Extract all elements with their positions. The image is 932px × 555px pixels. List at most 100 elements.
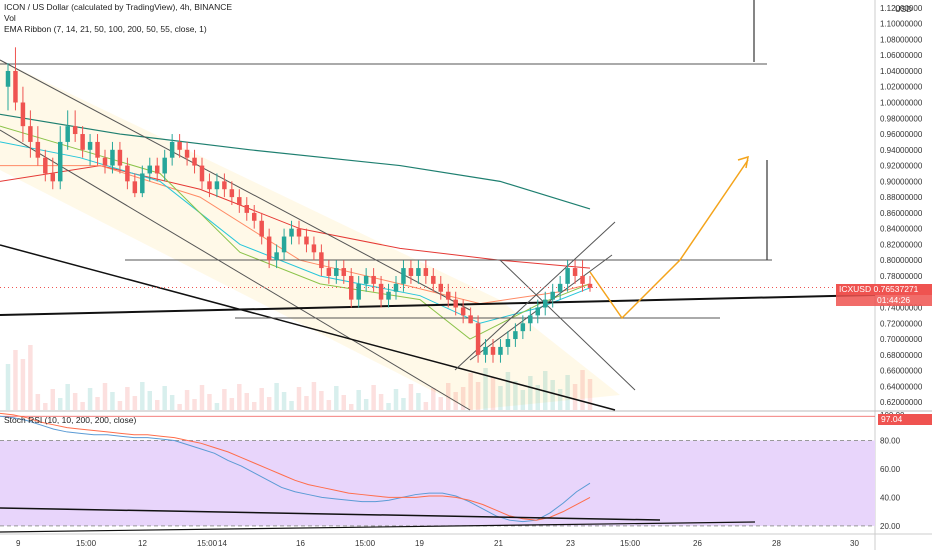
price-tick-label: 1.04000000 [880,67,923,76]
volume-bar [468,373,473,410]
candle-body [505,339,511,347]
candle-body [110,149,115,166]
volume-bar [244,393,250,410]
volume-bar [319,391,324,410]
volume-bar [557,389,563,410]
volume-bar [274,383,279,410]
chart-title: ICON / US Dollar (calculated by TradingV… [4,2,233,12]
candle-body [214,181,220,190]
price-tick-label: 1.08000000 [880,35,923,44]
candle-body [326,268,332,276]
volume-bar [229,398,235,410]
volume-bar [296,387,302,410]
volume-bar [20,359,26,410]
volume-bar [356,390,361,410]
price-tag: ICXUSD 0.76537271 [836,284,932,295]
candle-body [513,331,518,340]
candle-body [87,141,93,150]
candle-body [438,283,444,292]
candle-body [140,173,145,194]
candle-body [319,252,324,269]
volume-bar [5,364,11,410]
volume-bar [28,345,33,410]
volume-bar [177,404,182,410]
time-tick-label: 15:00 [355,539,376,548]
rising-channel-lower [469,254,613,361]
volume-bar [214,403,220,410]
candle-body [490,346,496,355]
candle-body [266,236,272,261]
candle-body [162,157,167,174]
volume-bar [259,388,264,410]
candle-body [334,268,339,276]
volume-legend: Vol [4,13,16,23]
candle-body [43,157,48,174]
candle-body [237,197,242,205]
volume-bar [147,391,153,410]
channel-shade [0,60,620,410]
candle-body [565,268,570,284]
volume-bar [483,368,488,410]
candle-body [498,346,503,355]
volume-bar [110,392,115,410]
volume-bar [542,371,548,410]
volume-bar [513,381,518,410]
candle-body [416,268,421,276]
price-tick-label: 0.90000000 [880,177,923,186]
volume-bar [132,396,138,410]
time-tick-label: 14 [218,539,227,548]
candle-body [154,165,160,174]
time-tick-label: 26 [693,539,702,548]
rising-channel-upper [454,221,616,371]
stoch-rsi-legend: Stoch RSI (10, 10, 200, 200, close) [4,415,137,425]
volume-bar [266,397,272,410]
volume-bar [431,388,436,410]
candle-body [95,141,100,158]
inner-channel-line [499,259,636,391]
candle-body [550,291,555,300]
candle-body [192,157,197,166]
volume-bar [87,388,93,410]
time-tick-label: 15:00 [197,539,218,548]
price-tick-label: 1.10000000 [880,20,923,29]
price-tick-label: 0.72000000 [880,319,923,328]
stoch-trendline-down [0,507,661,521]
volume-bar [580,370,585,410]
candle-body [475,323,481,355]
volume-bar [65,384,70,410]
candle-body [184,149,190,158]
price-tick-label: 0.64000000 [880,382,923,391]
volume-bar [35,394,41,410]
candle-body [401,268,406,284]
long-trendline-support [0,294,876,316]
candle-body [542,299,548,308]
volume-bar [460,387,466,410]
candle-body [445,291,451,300]
price-tag-price: 0.76537271 [873,284,919,294]
price-tick-label: 0.68000000 [880,351,923,360]
volume-bar [386,403,391,410]
candle-body [468,315,473,324]
volume-bar [95,397,100,410]
volume-bar [72,393,78,410]
candle-body [169,141,175,158]
stoch-value-text: 97.04 [881,414,903,424]
ema-ribbon-legend: EMA Ribbon (7, 14, 21, 50, 100, 200, 50,… [4,24,207,34]
candle-body [431,275,436,284]
price-tick-label: 0.74000000 [880,304,923,313]
volume-bar [199,385,205,410]
channel-upper-line [0,59,471,311]
volume-bar [423,402,429,410]
volume-bar [117,401,123,410]
candle-body [408,268,414,276]
volume-bar [304,396,309,410]
candle-body [371,275,376,284]
volume-bar [490,377,496,410]
volume-bar [251,402,257,410]
candle-body [72,126,78,135]
candle-body [557,283,563,292]
candle-body [199,165,205,182]
price-tick-label: 1.00000000 [880,99,923,108]
